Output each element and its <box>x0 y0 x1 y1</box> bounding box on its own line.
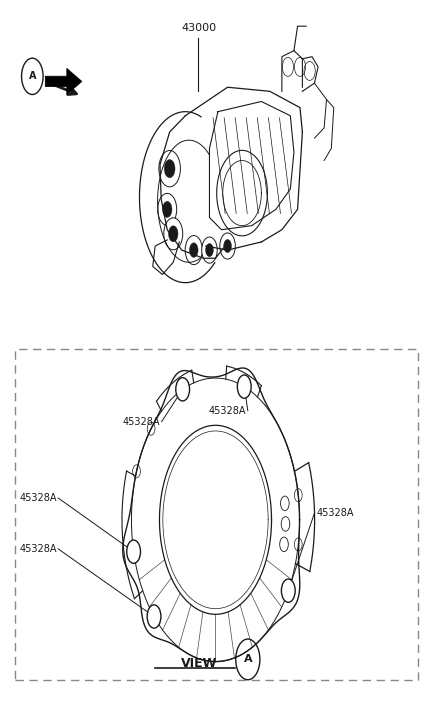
Circle shape <box>237 375 251 398</box>
Circle shape <box>159 150 180 187</box>
Text: 45328A: 45328A <box>316 507 353 518</box>
Circle shape <box>284 585 292 598</box>
Circle shape <box>189 243 198 257</box>
Text: 45328A: 45328A <box>123 417 160 427</box>
Text: VIEW: VIEW <box>181 656 217 670</box>
Circle shape <box>201 237 217 263</box>
Circle shape <box>294 489 301 502</box>
Text: 45328A: 45328A <box>19 544 57 554</box>
Text: 45328A: 45328A <box>19 493 57 503</box>
Circle shape <box>223 239 231 252</box>
Circle shape <box>147 422 155 435</box>
Text: A: A <box>243 654 252 664</box>
Text: A: A <box>28 71 36 81</box>
Circle shape <box>281 579 295 603</box>
Circle shape <box>294 538 301 551</box>
Circle shape <box>175 378 189 401</box>
Circle shape <box>164 160 175 177</box>
Circle shape <box>147 605 160 628</box>
Polygon shape <box>45 68 82 95</box>
Circle shape <box>132 465 140 478</box>
Text: 45328A: 45328A <box>209 406 246 416</box>
Circle shape <box>219 233 235 259</box>
Circle shape <box>157 193 176 225</box>
Circle shape <box>126 540 140 563</box>
Circle shape <box>168 226 178 242</box>
Circle shape <box>163 218 182 250</box>
Circle shape <box>162 201 172 217</box>
Circle shape <box>205 244 213 257</box>
Circle shape <box>185 236 202 265</box>
Bar <box>15 349 417 680</box>
Text: 43000: 43000 <box>181 23 215 33</box>
